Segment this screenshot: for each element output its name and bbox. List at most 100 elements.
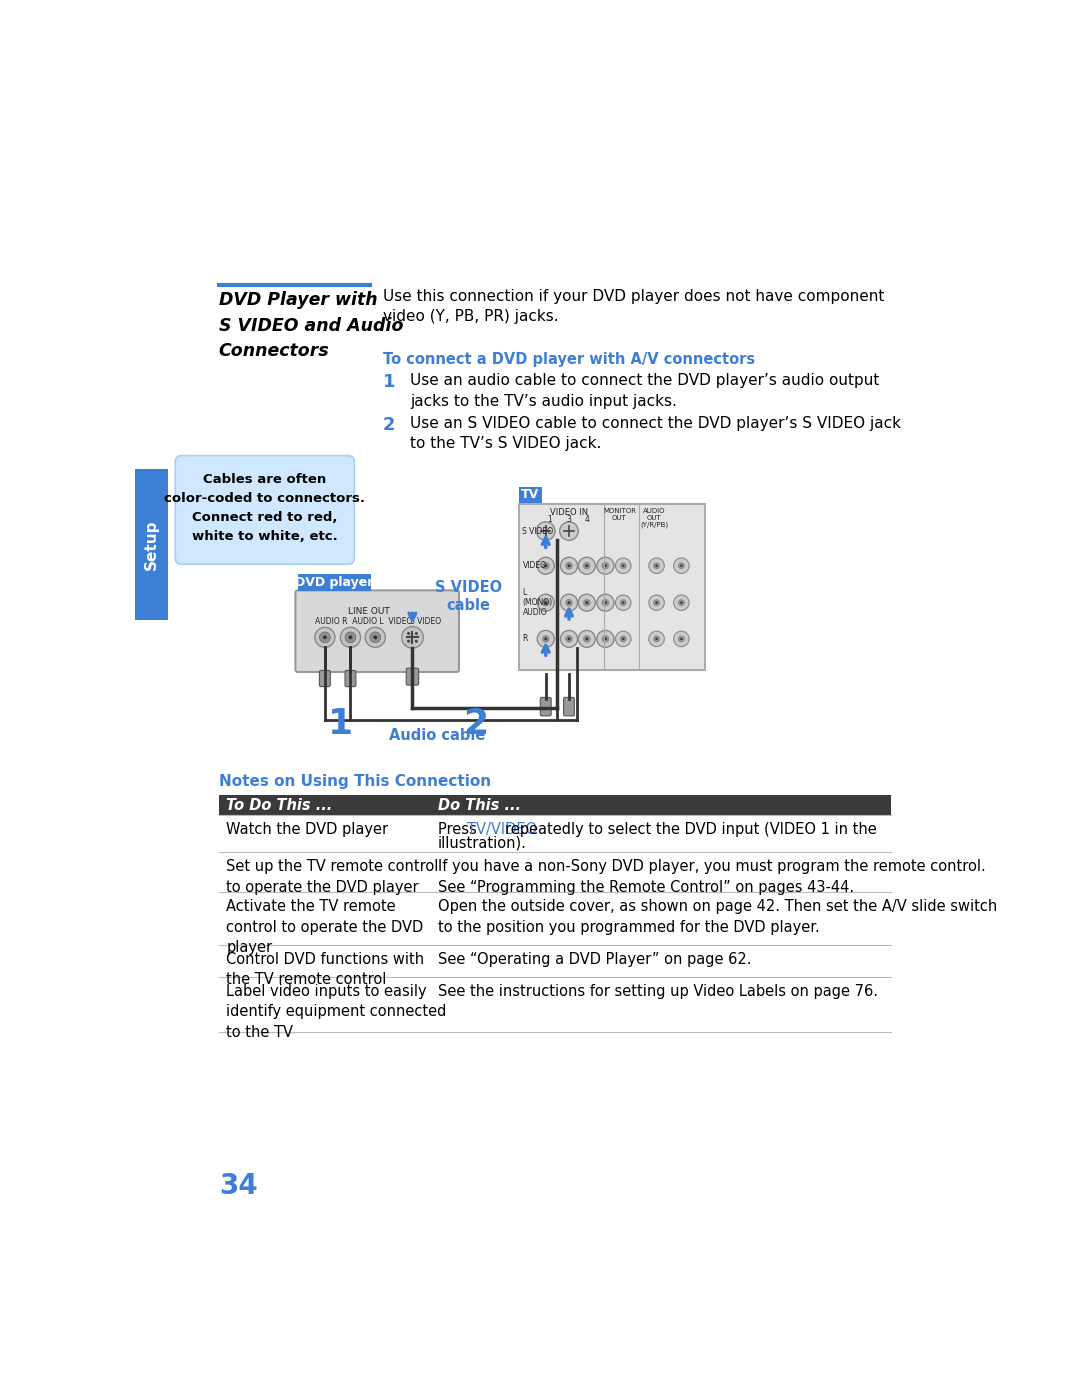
Text: Watch the DVD player: Watch the DVD player bbox=[227, 823, 389, 837]
Circle shape bbox=[583, 562, 591, 570]
Circle shape bbox=[678, 636, 685, 643]
Circle shape bbox=[585, 637, 589, 640]
Circle shape bbox=[620, 599, 626, 606]
Text: Use an S VIDEO cable to connect the DVD player’s S VIDEO jack
to the TV’s S VIDE: Use an S VIDEO cable to connect the DVD … bbox=[410, 415, 901, 451]
FancyBboxPatch shape bbox=[296, 591, 459, 672]
Circle shape bbox=[407, 640, 410, 643]
Text: DVD Player with
S VIDEO and Audio
Connectors: DVD Player with S VIDEO and Audio Connec… bbox=[218, 291, 403, 360]
Circle shape bbox=[320, 631, 330, 643]
FancyBboxPatch shape bbox=[175, 455, 354, 564]
Circle shape bbox=[568, 601, 570, 604]
Circle shape bbox=[649, 595, 664, 610]
Circle shape bbox=[583, 599, 591, 606]
Circle shape bbox=[542, 636, 550, 643]
Circle shape bbox=[369, 631, 380, 643]
Circle shape bbox=[653, 636, 660, 643]
Circle shape bbox=[597, 594, 613, 610]
Circle shape bbox=[561, 557, 578, 574]
Circle shape bbox=[680, 564, 683, 567]
Circle shape bbox=[314, 627, 335, 647]
FancyBboxPatch shape bbox=[218, 893, 891, 944]
Circle shape bbox=[561, 594, 578, 610]
Text: 2: 2 bbox=[383, 415, 395, 433]
Text: 1: 1 bbox=[328, 707, 353, 740]
Circle shape bbox=[604, 637, 607, 640]
Circle shape bbox=[674, 557, 689, 573]
Text: Use an audio cable to connect the DVD player’s audio output
jacks to the TV’s au: Use an audio cable to connect the DVD pl… bbox=[410, 373, 879, 409]
FancyBboxPatch shape bbox=[218, 816, 891, 852]
Circle shape bbox=[544, 564, 548, 567]
Circle shape bbox=[597, 630, 613, 647]
Circle shape bbox=[374, 636, 377, 640]
Circle shape bbox=[568, 637, 570, 640]
Text: R: R bbox=[523, 634, 528, 644]
Text: S VIDEO: S VIDEO bbox=[523, 527, 554, 535]
FancyBboxPatch shape bbox=[406, 668, 419, 685]
Text: See “Operating a DVD Player” on page 62.: See “Operating a DVD Player” on page 62. bbox=[438, 951, 752, 967]
Text: AUDIO R  AUDIO L  VIDEO: AUDIO R AUDIO L VIDEO bbox=[315, 617, 413, 626]
Circle shape bbox=[602, 562, 609, 570]
Circle shape bbox=[537, 557, 554, 574]
Circle shape bbox=[537, 522, 555, 541]
FancyBboxPatch shape bbox=[218, 944, 891, 977]
Circle shape bbox=[415, 640, 418, 643]
Circle shape bbox=[604, 564, 607, 567]
Text: S VIDEO
cable: S VIDEO cable bbox=[434, 580, 502, 613]
FancyBboxPatch shape bbox=[218, 852, 891, 893]
FancyBboxPatch shape bbox=[345, 671, 356, 686]
Text: 1: 1 bbox=[383, 373, 395, 391]
Circle shape bbox=[656, 602, 658, 604]
Circle shape bbox=[674, 595, 689, 610]
Circle shape bbox=[602, 599, 609, 606]
Text: Use this connection if your DVD player does not have component
video (Y, PB, PR): Use this connection if your DVD player d… bbox=[383, 289, 885, 324]
Text: DVD player: DVD player bbox=[295, 576, 374, 590]
Circle shape bbox=[680, 637, 683, 640]
Circle shape bbox=[616, 557, 631, 573]
Circle shape bbox=[620, 562, 626, 569]
Text: Press: Press bbox=[438, 823, 482, 837]
Circle shape bbox=[578, 557, 595, 574]
Text: Activate the TV remote
control to operate the DVD
player: Activate the TV remote control to operat… bbox=[227, 900, 423, 956]
FancyBboxPatch shape bbox=[298, 574, 372, 591]
Text: AUDIO
OUT
(Y/R/PB): AUDIO OUT (Y/R/PB) bbox=[640, 509, 669, 528]
Circle shape bbox=[583, 636, 591, 643]
FancyBboxPatch shape bbox=[320, 671, 330, 686]
Text: 1: 1 bbox=[548, 515, 552, 524]
Circle shape bbox=[585, 601, 589, 604]
Text: To connect a DVD player with A/V connectors: To connect a DVD player with A/V connect… bbox=[383, 352, 755, 367]
Text: 4: 4 bbox=[584, 515, 590, 524]
Circle shape bbox=[597, 557, 613, 574]
FancyBboxPatch shape bbox=[218, 795, 891, 816]
Text: illustration).: illustration). bbox=[438, 835, 527, 851]
Text: LINE OUT: LINE OUT bbox=[349, 606, 390, 616]
Text: L
(MONO)
AUDIO: L (MONO) AUDIO bbox=[523, 588, 553, 617]
Text: See the instructions for setting up Video Labels on page 76.: See the instructions for setting up Vide… bbox=[438, 983, 878, 999]
Text: Notes on Using This Connection: Notes on Using This Connection bbox=[218, 774, 490, 789]
Text: S VIDEO: S VIDEO bbox=[410, 617, 442, 626]
Text: 3: 3 bbox=[567, 515, 571, 524]
Circle shape bbox=[565, 636, 572, 643]
Circle shape bbox=[578, 594, 595, 610]
Circle shape bbox=[622, 602, 624, 604]
FancyBboxPatch shape bbox=[218, 977, 891, 1032]
Circle shape bbox=[323, 636, 327, 640]
Circle shape bbox=[680, 602, 683, 604]
Circle shape bbox=[340, 627, 361, 647]
Text: TV/VIDEO: TV/VIDEO bbox=[467, 823, 537, 837]
FancyBboxPatch shape bbox=[540, 697, 551, 715]
Circle shape bbox=[559, 522, 578, 541]
Circle shape bbox=[653, 562, 660, 569]
Text: 34: 34 bbox=[218, 1172, 257, 1200]
Circle shape bbox=[622, 564, 624, 567]
Text: VIDEO IN: VIDEO IN bbox=[550, 509, 589, 517]
Circle shape bbox=[568, 564, 570, 567]
Text: TV: TV bbox=[522, 489, 539, 502]
Text: Setup: Setup bbox=[144, 520, 159, 570]
FancyBboxPatch shape bbox=[135, 469, 167, 620]
Text: Open the outside cover, as shown on page 42. Then set the A/V slide switch
to th: Open the outside cover, as shown on page… bbox=[438, 900, 997, 935]
Circle shape bbox=[542, 599, 550, 606]
Text: MONITOR
OUT: MONITOR OUT bbox=[603, 509, 636, 521]
Text: Label video inputs to easily
identify equipment connected
to the TV: Label video inputs to easily identify eq… bbox=[227, 983, 447, 1039]
Text: Set up the TV remote control
to operate the DVD player: Set up the TV remote control to operate … bbox=[227, 859, 438, 894]
Circle shape bbox=[578, 630, 595, 647]
